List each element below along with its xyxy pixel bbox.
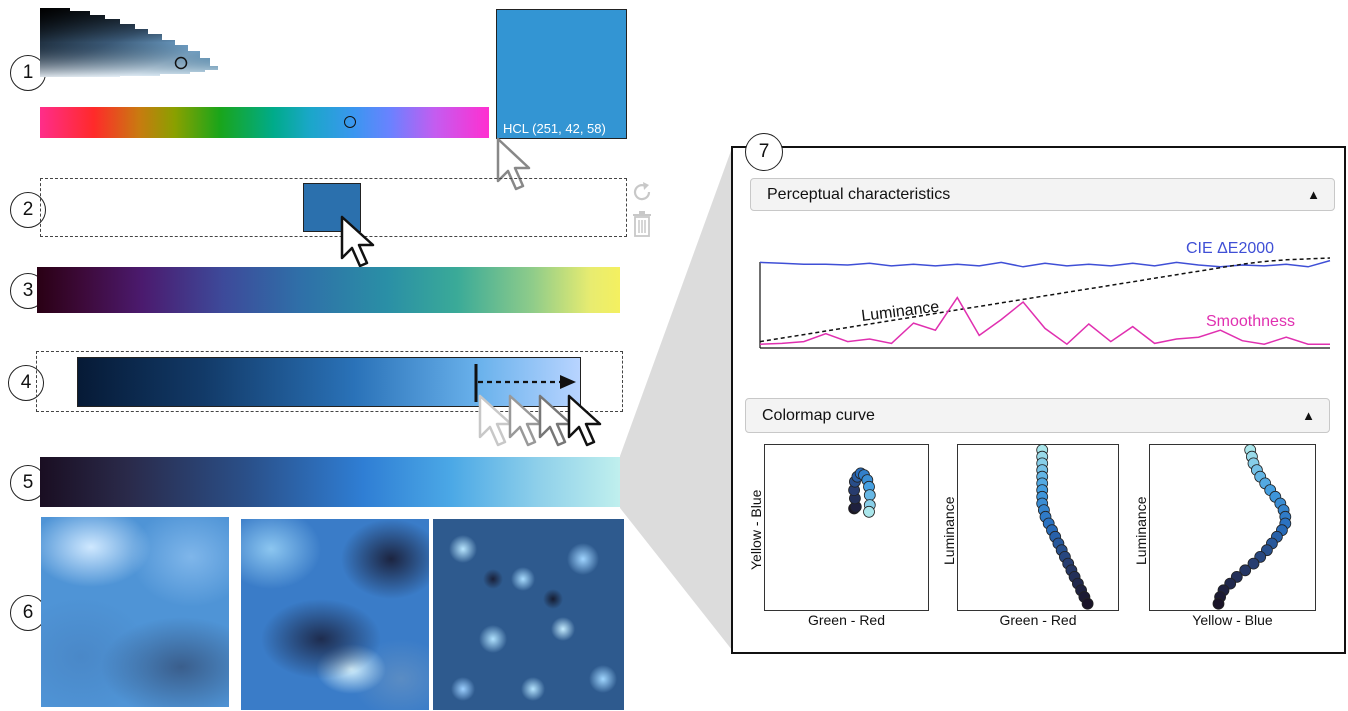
pointer-cursor-icon — [340, 215, 375, 268]
curve-plot-1 — [764, 444, 929, 611]
chroma-luminance-picker[interactable] — [40, 8, 220, 78]
curve-point — [1247, 557, 1260, 570]
curve-plot-3-ylabel: Luminance — [1133, 496, 1149, 566]
texture-preview-1 — [41, 517, 229, 707]
step-2-label: 2 — [22, 199, 34, 220]
step-3-label: 3 — [22, 280, 34, 301]
series-line-2 — [759, 296, 1330, 346]
step-7-marker: 7 — [745, 133, 783, 171]
colormap-edit-zone[interactable] — [36, 351, 623, 412]
colormap-curve-header[interactable]: Colormap curve ▲ — [745, 398, 1330, 433]
stretch-arrow-icon — [474, 364, 576, 402]
curve-point — [1212, 597, 1225, 610]
hcl-value-label: HCL (251, 42, 58) — [503, 121, 606, 136]
step-7-label: 7 — [758, 141, 770, 162]
pointer-cursor-icon-drag — [567, 394, 602, 447]
perceptual-line-chart: CIE ΔE2000 Luminance Smoothness — [759, 240, 1331, 349]
trash-icon[interactable] — [632, 211, 652, 237]
curve-point — [863, 489, 876, 501]
step-4-label: 4 — [20, 372, 32, 393]
curve-plot-3 — [1149, 444, 1316, 611]
ghost-cursor-icon-2 — [508, 394, 543, 447]
palette-drop-zone[interactable] — [40, 178, 627, 237]
texture-preview-3 — [433, 519, 624, 710]
perceptual-characteristics-title: Perceptual characteristics — [767, 185, 951, 203]
curve-plot-3-xlabel: Yellow - Blue — [1192, 612, 1273, 628]
collapse-icon[interactable]: ▲ — [1307, 187, 1320, 202]
hue-slider[interactable] — [40, 107, 489, 138]
texture-preview-2 — [241, 519, 429, 710]
curve-plot-2 — [957, 444, 1119, 611]
series-line-0 — [759, 259, 1331, 268]
perceptual-characteristics-header[interactable]: Perceptual characteristics ▲ — [750, 178, 1335, 211]
step-4-marker: 4 — [8, 365, 44, 401]
chroma-handle — [174, 56, 188, 70]
refresh-icon[interactable] — [630, 180, 654, 204]
label-smoothness: Smoothness — [1206, 313, 1295, 330]
ghost-cursor-icon-1 — [478, 394, 513, 447]
colormap-curve-title: Colormap curve — [762, 406, 875, 424]
curve-plot-2-ylabel: Luminance — [941, 496, 957, 566]
label-delta-e: CIE ΔE2000 — [1186, 240, 1274, 257]
step-6-label: 6 — [22, 602, 34, 623]
curve-point — [1239, 564, 1252, 577]
colormap-result — [40, 457, 627, 507]
magnify-wedge — [620, 148, 732, 650]
color-preview-swatch: HCL (251, 42, 58) — [496, 9, 627, 139]
drag-cursor-icon — [496, 137, 531, 191]
colormap-viridis — [37, 267, 620, 313]
step-1-label: 1 — [22, 62, 34, 83]
step-6-marker: 6 — [10, 595, 46, 631]
collapse-icon-2[interactable]: ▲ — [1302, 408, 1315, 423]
hue-handle[interactable] — [343, 116, 356, 128]
step-5-label: 5 — [22, 472, 34, 493]
curve-plot-1-xlabel: Green - Red — [807, 612, 886, 628]
curve-plot-2-xlabel: Green - Red — [999, 612, 1077, 628]
label-luminance: Luminance — [860, 299, 940, 325]
curve-point — [1081, 597, 1094, 610]
curve-plot-1-ylabel: Yellow - Blue — [748, 489, 764, 570]
curve-point — [863, 505, 875, 518]
series-line-1 — [759, 257, 1331, 343]
